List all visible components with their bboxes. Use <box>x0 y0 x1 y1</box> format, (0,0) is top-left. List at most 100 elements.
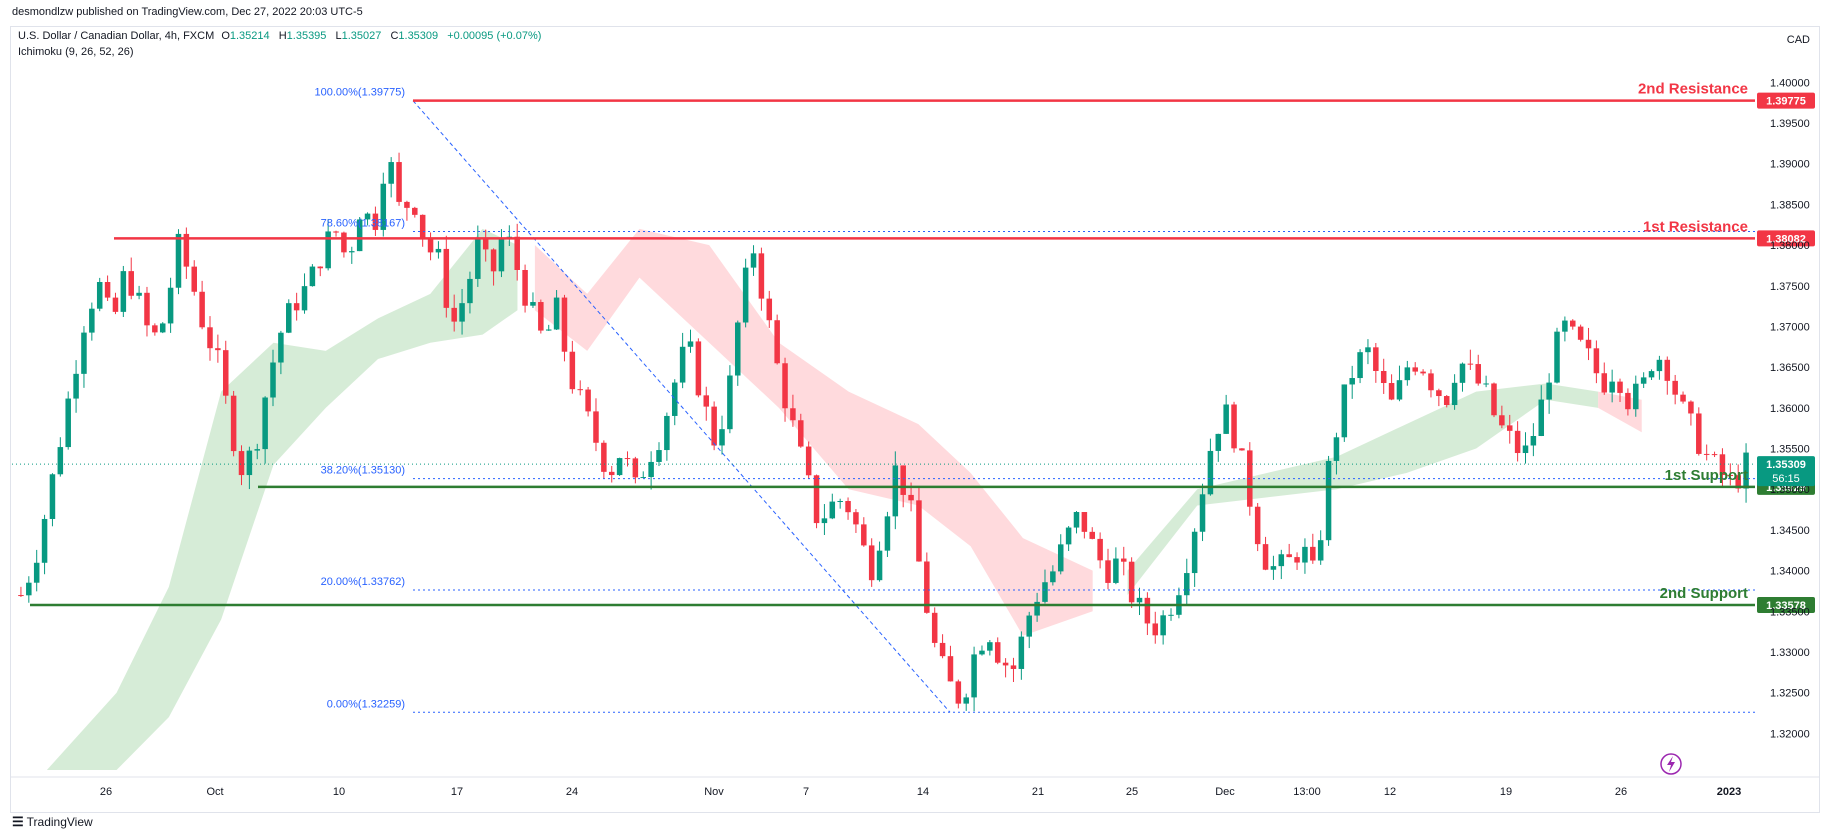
candle-body <box>1617 381 1623 393</box>
level-price-tag <box>1757 596 1815 613</box>
candle-body <box>1144 597 1151 624</box>
symbol-legend: U.S. Dollar / Canadian Dollar, 4h, FXCM … <box>18 30 547 42</box>
candle-body <box>829 501 836 519</box>
candle-body <box>1514 430 1521 454</box>
candle-body <box>719 429 725 446</box>
y-tick-label: 1.39500 <box>1770 118 1810 130</box>
candle-body <box>1491 383 1497 416</box>
candle-body <box>1483 383 1489 385</box>
candle-body <box>1373 347 1379 371</box>
candle-body <box>1113 558 1119 583</box>
candle-body <box>703 395 710 407</box>
candle-body <box>1656 359 1663 372</box>
candle-body <box>979 650 985 655</box>
y-tick-label: 1.40000 <box>1770 77 1810 89</box>
fib-level-label: 38.20%(1.35130) <box>321 465 405 477</box>
lightning-bolt <box>1667 756 1675 772</box>
candle-body <box>364 213 371 220</box>
candle-body <box>1278 554 1285 567</box>
y-tick-label: 1.34000 <box>1770 566 1810 578</box>
ichimoku-cloud-bearish <box>534 228 1093 636</box>
candle-body <box>1191 531 1198 574</box>
y-tick-label: 1.32500 <box>1770 688 1810 700</box>
y-tick-label: 1.34500 <box>1770 525 1810 537</box>
candle-body <box>1089 531 1096 539</box>
candle-body <box>262 397 268 450</box>
candle-body <box>222 350 229 396</box>
candle-body <box>1002 662 1009 666</box>
candle-body <box>656 450 662 462</box>
candle-body <box>175 233 182 288</box>
candle-body <box>624 458 631 460</box>
level-name: 2nd Support <box>1660 585 1748 602</box>
candle-body <box>333 231 339 233</box>
candle-body <box>766 298 773 321</box>
low-label: L <box>335 30 342 42</box>
open-value: 1.35214 <box>229 30 270 42</box>
candle-body <box>585 389 591 412</box>
candle-body <box>687 341 694 347</box>
candle-body <box>1365 347 1371 353</box>
candle-body <box>128 271 134 296</box>
candle-body <box>1018 636 1025 669</box>
candle-body <box>1404 367 1411 381</box>
candle-body <box>813 475 820 524</box>
candle-body <box>270 362 276 398</box>
candle-body <box>1310 546 1316 561</box>
alert-lightning-icon <box>1660 753 1682 775</box>
price-unit: CAD <box>1786 34 1810 46</box>
candle-body <box>490 249 497 272</box>
close-label: C <box>390 30 399 42</box>
candle-body <box>947 656 954 682</box>
y-tick-label: 1.36500 <box>1770 362 1810 374</box>
candle-body <box>892 465 899 517</box>
candle-body <box>1333 437 1340 461</box>
candle-body <box>553 297 560 330</box>
candle-body <box>569 351 576 390</box>
level-price-label: 1.33578 <box>1766 600 1806 612</box>
last-price-label: 1.35309 <box>1766 459 1806 471</box>
candle-body <box>758 253 765 299</box>
candle-body <box>1633 383 1639 410</box>
candle-body <box>1262 544 1269 570</box>
candle-body <box>939 642 946 657</box>
indicator-legend[interactable]: Ichimoku (9, 26, 52, 26) <box>18 46 138 58</box>
countdown-label: 56:15 <box>1772 473 1800 485</box>
candle-body <box>616 458 623 476</box>
candle-body <box>1380 370 1387 384</box>
candle-body <box>73 373 79 399</box>
candle-body <box>853 512 859 525</box>
candle-body <box>404 201 410 208</box>
candle-body <box>136 292 142 296</box>
candle-body <box>1585 339 1592 349</box>
candle-body <box>1396 380 1403 400</box>
lightning-ring <box>1660 753 1682 775</box>
y-tick-label: 1.32000 <box>1770 728 1810 740</box>
level-name: 1st Resistance <box>1643 218 1748 235</box>
candle-body <box>1680 394 1686 402</box>
candle-body <box>18 595 24 597</box>
candle-body <box>482 238 489 250</box>
candle-body <box>1026 615 1032 637</box>
candle-body <box>1688 401 1694 414</box>
footer-brand[interactable]: ☰ TradingView <box>12 814 93 830</box>
candle-body <box>1428 373 1434 391</box>
candle-body <box>994 642 1001 663</box>
candle-body <box>1223 404 1229 434</box>
candle-body <box>1443 396 1450 406</box>
candle-body <box>1128 561 1135 603</box>
candle-body <box>183 233 190 267</box>
candle-body <box>112 297 119 312</box>
candle-body <box>1120 558 1127 562</box>
candle-body <box>1530 436 1537 446</box>
candle-body <box>1010 665 1017 669</box>
candle-body <box>750 253 757 268</box>
candle-body <box>286 303 292 333</box>
candle-body <box>514 236 520 270</box>
candle-body <box>1097 538 1103 561</box>
candle-body <box>427 237 434 253</box>
candle-body <box>1459 363 1466 383</box>
chart-frame <box>10 26 1820 813</box>
footer-brand-label: TradingView <box>26 815 93 829</box>
